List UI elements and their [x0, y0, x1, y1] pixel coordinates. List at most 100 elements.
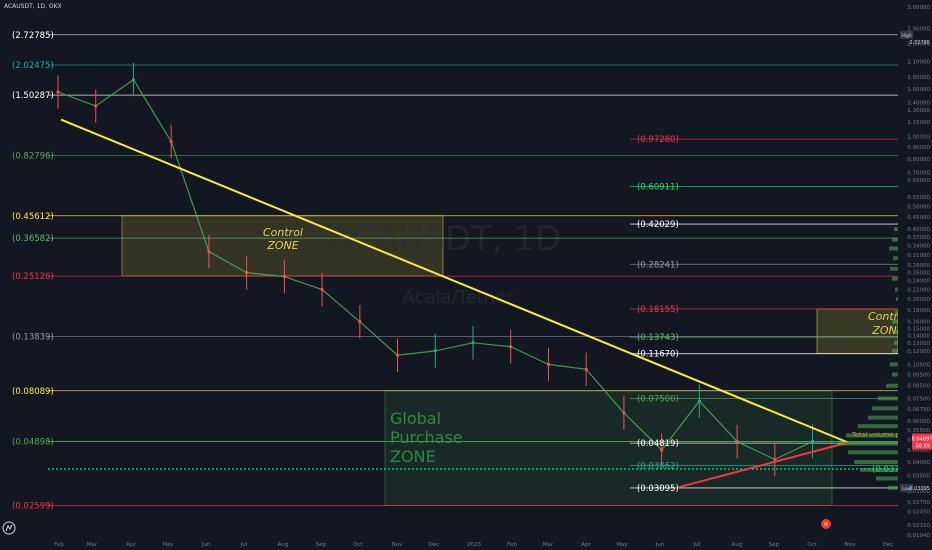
price-tick-label: 0.08500 [907, 384, 930, 390]
alert-icon[interactable] [821, 519, 831, 529]
volume-bar [860, 467, 898, 472]
level-label: (0.03862) [637, 462, 679, 472]
price-tick-label: 1.30000 [907, 108, 930, 114]
time-tick-label: Dec [429, 542, 440, 548]
price-tick-label: 0.24000 [907, 279, 930, 285]
price-tick-label: 0.90000 [907, 145, 930, 151]
time-tick-label: Sep [316, 542, 327, 548]
price-point [622, 411, 626, 415]
price-axis-bg [898, 0, 932, 540]
price-tick-label: 0.18000 [907, 308, 930, 314]
ascending-trendline [675, 441, 849, 489]
time-tick-label: Nov [392, 542, 403, 548]
price-point [471, 341, 475, 345]
price-tick-label: 0.02700 [907, 500, 930, 506]
time-tick-label: Jun [201, 542, 211, 548]
time-tick-label: Jul [693, 542, 701, 548]
level-label: (0.82796) [12, 151, 54, 161]
price-tick-label: 0.15000 [907, 326, 930, 332]
volume-bar [895, 310, 898, 315]
price-tick-label: 0.02150 [907, 523, 930, 529]
price-tick-label: 0.06750 [907, 407, 930, 413]
time-tick-label: Nov [845, 542, 856, 548]
time-axis-bg [0, 540, 932, 550]
level-label: (0.45612) [12, 212, 54, 222]
time-tick-label: Feb [54, 542, 64, 548]
volume-bar [892, 237, 898, 242]
price-tick-label: 2.50000 [907, 42, 930, 48]
watermark-symbol: ACAUSDT, 1D [329, 219, 562, 259]
volume-bar [876, 476, 898, 481]
horizontal-levels [48, 34, 898, 506]
descending-trendline [60, 118, 849, 444]
tradingview-logo-icon[interactable] [2, 521, 16, 535]
time-tick-label: Sep [769, 542, 780, 548]
high-label-bg [900, 30, 913, 39]
level-label: (0.03095) [637, 484, 679, 494]
price-point [282, 274, 286, 279]
watermark-layer: ACAUSDT, 1D Acala/Tether [329, 219, 562, 308]
price-tick-label: 0.04500 [907, 448, 930, 454]
price-axis[interactable]: 3.60000 2.90000 2.50000 2.10000 1.80000 1.600… [898, 0, 932, 540]
level-label: (2.72785) [12, 31, 54, 41]
price-tick-label: 2.90000 [907, 27, 930, 33]
volume-bar [894, 227, 898, 232]
price-tick-label: 0.13000 [907, 341, 930, 347]
price-tick-label: 0.26000 [907, 271, 930, 277]
price-point [546, 362, 551, 366]
price-point [245, 271, 249, 275]
time-tick-label: Mar [543, 542, 554, 548]
time-tick-label: May [616, 542, 628, 548]
global-zone-label: Global [390, 409, 441, 428]
volume-bar [892, 372, 898, 377]
price-point [94, 104, 98, 108]
price-tick-label: 0.40000 [907, 227, 930, 233]
volume-bar [838, 441, 898, 446]
global-zone-label: Purchase [390, 428, 463, 447]
price-point [660, 448, 664, 452]
price-point [697, 399, 701, 403]
level-label: (0.04819) [637, 439, 679, 449]
level-label: (0.60911) [637, 183, 679, 193]
level-label: (0.13839) [12, 332, 54, 342]
time-tick-label: Oct [807, 542, 817, 548]
volume-bar [858, 424, 898, 429]
time-tick-label: Feb [507, 542, 517, 548]
level-label: (0.28241) [637, 260, 679, 270]
price-series [56, 62, 815, 477]
level-label: (0.18155) [637, 305, 679, 315]
time-axis[interactable]: Feb Mar Apr May Jun Jul Aug Sep Oct Nov Dec 2023 Feb… [0, 540, 932, 550]
current-change: -58.69 [914, 444, 930, 450]
volume-bar [892, 276, 898, 281]
level-label: (0.42029) [637, 220, 679, 230]
time-tick-label: May [162, 542, 174, 548]
volume-bar [894, 340, 898, 345]
high-label: High [901, 33, 911, 39]
volume-bar [846, 433, 898, 438]
price-tick-label: 0.05500 [907, 428, 930, 434]
volume-bar [848, 450, 898, 455]
level-label: (2.02475) [12, 61, 54, 71]
price-tick-label: 0.01940 [907, 533, 930, 539]
price-tick-label: 0.22000 [907, 288, 930, 294]
price-point [584, 367, 588, 371]
time-tick-label: Dec [883, 542, 894, 548]
zone-label: Control [263, 226, 303, 239]
time-tick-label: Apr [126, 542, 136, 548]
volume-bar [895, 287, 898, 292]
price-point [320, 287, 324, 292]
watermark-name: Acala/Tether [403, 287, 515, 308]
price-tick-label: 0.02450 [907, 510, 930, 516]
volume-bar [893, 256, 898, 261]
time-tick-label: Oct [353, 542, 363, 548]
price-tick-label: 1.80000 [907, 75, 930, 81]
volume-bar [888, 485, 898, 490]
level-label: (0.97280) [637, 135, 679, 145]
price-tick-label: 0.04000 [907, 460, 930, 466]
price-point [395, 353, 400, 357]
price-tick-label: 0.03000 [907, 489, 930, 495]
level-label: (0.08089) [12, 387, 54, 397]
zone-label: ZONE [871, 324, 903, 337]
